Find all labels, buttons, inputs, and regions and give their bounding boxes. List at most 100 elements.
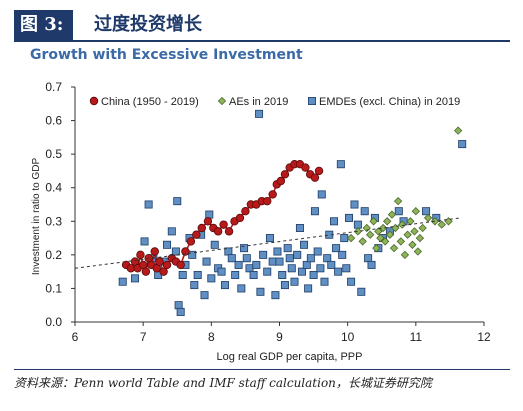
- emdes-point: [273, 247, 282, 256]
- y-tick-label: 0.7: [45, 80, 62, 94]
- emdes-point: [259, 250, 268, 259]
- aes-point: [365, 230, 375, 239]
- aes-point: [418, 223, 427, 233]
- china-point: [150, 247, 159, 256]
- emdes-point: [293, 250, 302, 259]
- series-1-group: [346, 126, 463, 260]
- china-point: [280, 170, 290, 179]
- emdes-point: [275, 257, 284, 266]
- emdes-point: [334, 267, 343, 276]
- emdes-point: [287, 264, 296, 273]
- china-point: [141, 267, 151, 276]
- china-point: [310, 173, 320, 182]
- aes-point: [393, 196, 403, 206]
- china-point: [176, 260, 185, 270]
- emdes-point: [283, 244, 292, 253]
- emdes-point: [364, 254, 373, 263]
- aes-point: [380, 237, 390, 246]
- china-point: [263, 196, 272, 206]
- emdes-point: [317, 190, 326, 199]
- emdes-point: [193, 270, 202, 279]
- china-point: [197, 223, 206, 233]
- x-tick-label: 10: [341, 330, 355, 344]
- emdes-point: [302, 260, 311, 269]
- emdes-point: [320, 277, 329, 286]
- emdes-point: [323, 254, 332, 263]
- emdes-point: [367, 260, 376, 269]
- emdes-point: [327, 260, 336, 269]
- emdes-point: [256, 287, 265, 296]
- emdes-point: [252, 260, 261, 269]
- china-point: [241, 207, 250, 216]
- emdes-point: [422, 207, 431, 216]
- aes-point: [413, 247, 423, 256]
- aes-point: [396, 237, 406, 246]
- legend-marker-1: [217, 96, 227, 106]
- aes-point: [406, 217, 415, 226]
- emdes-point: [220, 281, 229, 290]
- emdes-point: [360, 207, 369, 216]
- china-point: [203, 217, 213, 226]
- aes-point: [383, 217, 392, 226]
- emdes-point: [202, 257, 211, 266]
- emdes-point: [144, 200, 153, 209]
- emdes-point: [316, 264, 325, 273]
- legend-marker-0: [89, 96, 99, 106]
- emdes-point: [163, 240, 172, 249]
- y-tick-label: 0.2: [45, 248, 62, 262]
- emdes-point: [265, 234, 274, 243]
- emdes-point: [297, 267, 306, 276]
- china-point: [155, 257, 164, 266]
- emdes-point: [210, 240, 219, 249]
- emdes-point: [237, 284, 246, 293]
- source-note: 资料来源：Penn world Table and IMF staff calc…: [14, 369, 510, 391]
- aes-point: [385, 230, 395, 239]
- y-tick-label: 0.5: [45, 147, 62, 161]
- aes-point: [453, 126, 463, 135]
- emdes-point: [173, 197, 182, 206]
- y-axis-label: Investment in ratio to GDP: [31, 158, 42, 276]
- aes-point: [411, 207, 420, 216]
- emdes-point: [268, 257, 277, 266]
- aes-point: [358, 237, 367, 246]
- china-point: [136, 250, 145, 260]
- emdes-point: [188, 250, 197, 259]
- legend-label-1: AEs in 2019: [229, 96, 288, 108]
- chart-title: Growth with Excessive Investment: [30, 47, 303, 63]
- aes-point: [400, 250, 410, 260]
- aes-point: [353, 227, 363, 236]
- emdes-point: [353, 220, 362, 229]
- emdes-point: [304, 284, 313, 293]
- emdes-point: [245, 264, 254, 273]
- emdes-point: [207, 274, 216, 283]
- emdes-point: [342, 264, 351, 273]
- aes-point: [403, 230, 412, 239]
- emdes-point: [167, 227, 176, 236]
- legend-label-2: EMDEs (excl. China) in 2019: [319, 96, 460, 108]
- x-tick-label: 7: [140, 330, 147, 344]
- emdes-point: [330, 217, 339, 226]
- emdes-point: [234, 260, 243, 269]
- y-tick-label: 0.1: [45, 281, 62, 295]
- emdes-point: [118, 277, 127, 286]
- y-tick-label: 0.6: [45, 114, 62, 128]
- china-point: [224, 227, 234, 236]
- china-point: [235, 213, 245, 223]
- emdes-point: [263, 267, 272, 276]
- figure-number: 图 3:: [14, 10, 74, 40]
- x-tick-label: 12: [477, 330, 491, 344]
- emdes-point: [350, 200, 359, 209]
- aes-point: [398, 220, 407, 229]
- x-tick-label: 9: [276, 330, 283, 344]
- emdes-point: [285, 254, 294, 263]
- emdes-point: [200, 291, 209, 300]
- china-point: [301, 163, 310, 172]
- aes-point: [374, 227, 383, 236]
- emdes-point: [231, 270, 240, 279]
- emdes-point: [178, 270, 187, 279]
- emdes-point: [280, 281, 289, 290]
- emdes-point: [242, 254, 251, 263]
- aes-point: [389, 243, 399, 253]
- emdes-point: [174, 301, 183, 310]
- emdes-point: [309, 270, 318, 279]
